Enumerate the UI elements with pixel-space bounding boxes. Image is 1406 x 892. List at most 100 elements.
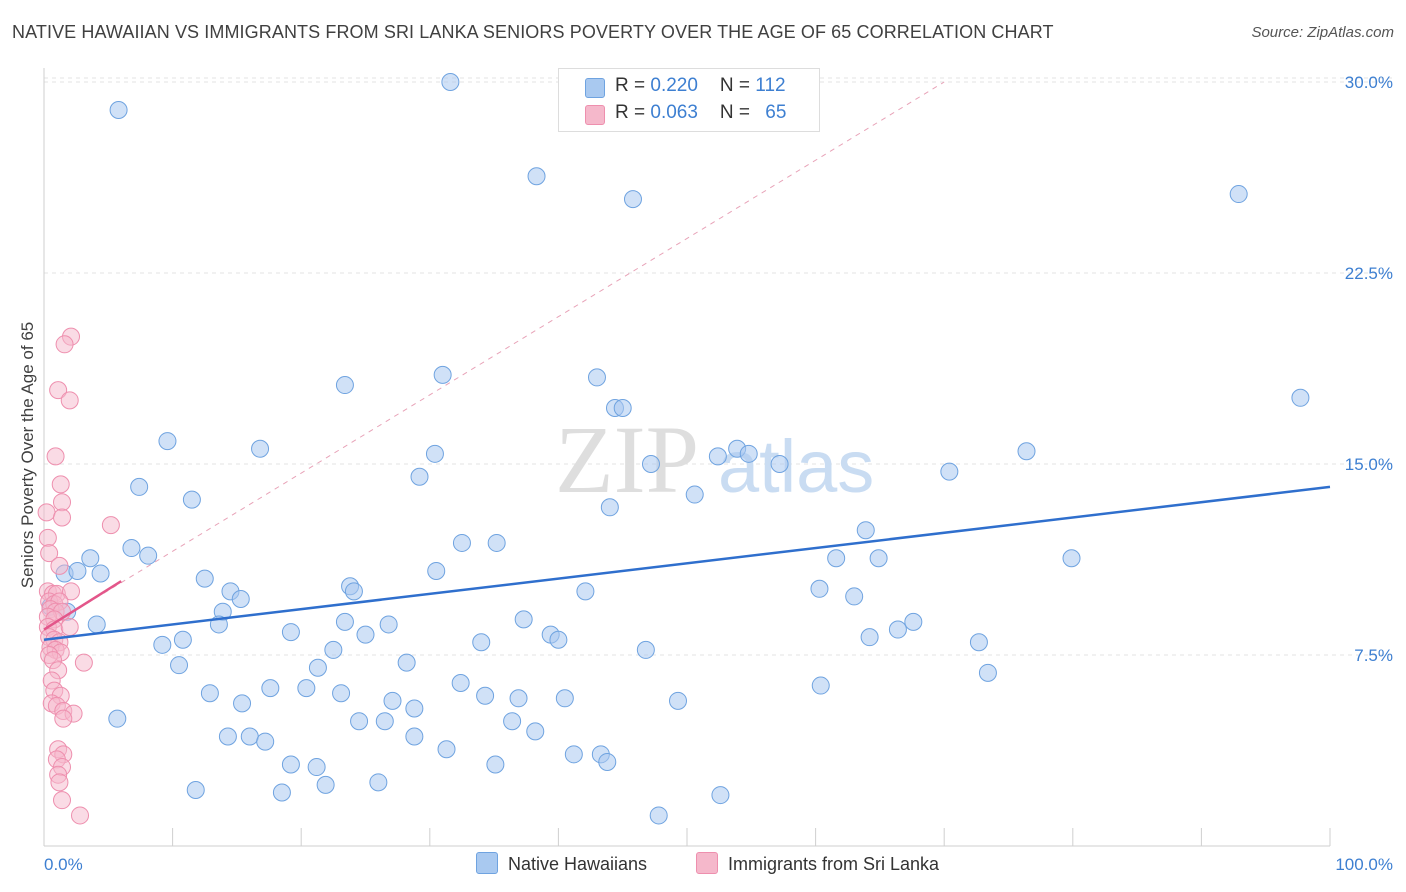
- native-hawaiian-point: [173, 630, 192, 649]
- legend-r-label: R =: [615, 102, 651, 123]
- native-hawaiian-point: [369, 773, 388, 792]
- bottom-legend-swatch-pink: [696, 852, 718, 874]
- native-hawaiian-point: [272, 783, 291, 802]
- native-hawaiian-point: [109, 101, 128, 120]
- sri-lanka-point: [50, 773, 69, 792]
- native-hawaiian-point: [526, 722, 545, 741]
- native-hawaiian-point: [379, 615, 398, 634]
- native-hawaiian-point: [503, 712, 522, 731]
- native-hawaiian-point: [636, 640, 655, 659]
- native-hawaiian-point: [1062, 549, 1081, 568]
- native-hawaiian-point: [344, 582, 363, 601]
- legend-swatch-blue: [585, 78, 605, 98]
- native-hawaiian-point: [685, 485, 704, 504]
- gridlines: [44, 77, 1395, 656]
- native-hawaiian-point: [472, 633, 491, 652]
- native-hawaiian-point: [739, 444, 758, 463]
- native-hawaiian-point: [108, 709, 127, 728]
- chart-title: NATIVE HAWAIIAN VS IMMIGRANTS FROM SRI L…: [12, 22, 1054, 42]
- native-hawaiian-point: [437, 740, 456, 759]
- native-hawaiian-point: [356, 625, 375, 644]
- native-hawaiian-point: [186, 780, 205, 799]
- native-hawaiian-point: [233, 694, 252, 713]
- native-hawaiian-point: [845, 587, 864, 606]
- native-hawaiian-point: [641, 455, 660, 473]
- watermark-zip: ZIP: [555, 406, 699, 513]
- native-hawaiian-point: [308, 658, 327, 677]
- native-hawaiian-point: [613, 398, 632, 417]
- native-hawaiian-point: [856, 521, 875, 540]
- native-hawaiian-point: [527, 167, 546, 186]
- data-points: [37, 73, 1331, 825]
- native-hawaiian-point: [91, 564, 110, 583]
- bottom-legend-label: Native Hawaiians: [508, 854, 648, 874]
- sri-lanka-point: [101, 516, 120, 535]
- correlation-legend: R = 0.220 N = 112 R = 0.063 N = 65: [558, 68, 820, 132]
- y-tick-label: 15.0%: [1345, 455, 1393, 474]
- native-hawaiian-point: [555, 689, 574, 708]
- native-hawaiian-point: [122, 539, 141, 558]
- native-hawaiian-point: [410, 467, 429, 486]
- native-hawaiian-point: [770, 455, 789, 473]
- native-hawaiian-point: [240, 727, 259, 746]
- native-hawaiian-point: [811, 676, 830, 695]
- bottom-legend-swatch-blue: [476, 852, 498, 874]
- native-hawaiian-point: [218, 727, 237, 746]
- native-hawaiian-point: [600, 498, 619, 517]
- legend-n-label: N =: [719, 75, 756, 96]
- sri-lanka-point: [40, 544, 59, 563]
- watermark-atlas: atlas: [718, 425, 874, 508]
- native-hawaiian-point: [1291, 388, 1310, 407]
- y-tick-label: 7.5%: [1354, 646, 1393, 665]
- native-hawaiian-point: [182, 490, 201, 509]
- sri-lanka-trend: [43, 580, 122, 631]
- sri-lanka-point: [37, 503, 56, 522]
- sri-lanka-point: [38, 528, 57, 547]
- native-hawaiian-point: [978, 663, 997, 682]
- native-hawaiian-point: [969, 633, 988, 652]
- native-hawaiian-point: [195, 569, 214, 588]
- native-hawaiian-point: [261, 679, 280, 698]
- bottom-legend-label: Immigrants from Sri Lanka: [728, 854, 940, 874]
- sri-lanka-point: [60, 617, 79, 636]
- sri-lanka-point: [46, 447, 65, 466]
- native-hawaiian-point: [668, 691, 687, 710]
- native-hawaiian-point: [904, 612, 923, 631]
- source-label: Source: ZipAtlas.com: [1251, 24, 1394, 41]
- legend-r-value: 0.220: [650, 75, 698, 96]
- native-hawaiian-point: [68, 561, 87, 580]
- native-hawaiian-point: [564, 745, 583, 764]
- native-hawaiian-point: [441, 73, 460, 91]
- native-hawaiian-point: [487, 533, 506, 552]
- native-hawaiian-point: [324, 640, 343, 659]
- native-hawaiian-point: [383, 691, 402, 710]
- native-hawaiian-point: [649, 806, 668, 825]
- native-hawaiian-point: [1229, 185, 1248, 204]
- native-hawaiian-point: [281, 755, 300, 774]
- native-hawaiian-point: [1017, 442, 1036, 461]
- native-hawaiian-point: [827, 549, 846, 568]
- x-tick-label-max: 100.0%: [1335, 855, 1393, 874]
- native-hawaiian-point: [869, 549, 888, 568]
- native-hawaiian-point: [711, 786, 730, 805]
- native-hawaiian-point: [139, 546, 158, 565]
- sri-lanka-point: [54, 709, 73, 728]
- sri-lanka-point: [53, 791, 72, 810]
- native-hawaiian-point: [452, 533, 471, 552]
- native-hawaiian-point: [375, 712, 394, 731]
- native-hawaiian-point: [576, 582, 595, 601]
- native-hawaiian-point: [598, 752, 617, 771]
- native-hawaiian-point: [87, 615, 106, 634]
- sri-lanka-point: [49, 381, 68, 400]
- bottom-legend-native-hawaiians: Native Hawaiians: [476, 852, 647, 875]
- y-tick-label: 22.5%: [1345, 264, 1393, 283]
- sri-lanka-point: [60, 391, 79, 410]
- native-hawaiian-point: [860, 628, 879, 647]
- sri-lanka-point: [71, 806, 90, 825]
- native-hawaiian-point: [427, 561, 446, 580]
- legend-n-value: 65: [765, 102, 787, 123]
- native-hawaiian-point: [587, 368, 606, 387]
- sri-lanka-point: [53, 508, 72, 527]
- native-hawaiian-point: [486, 755, 505, 774]
